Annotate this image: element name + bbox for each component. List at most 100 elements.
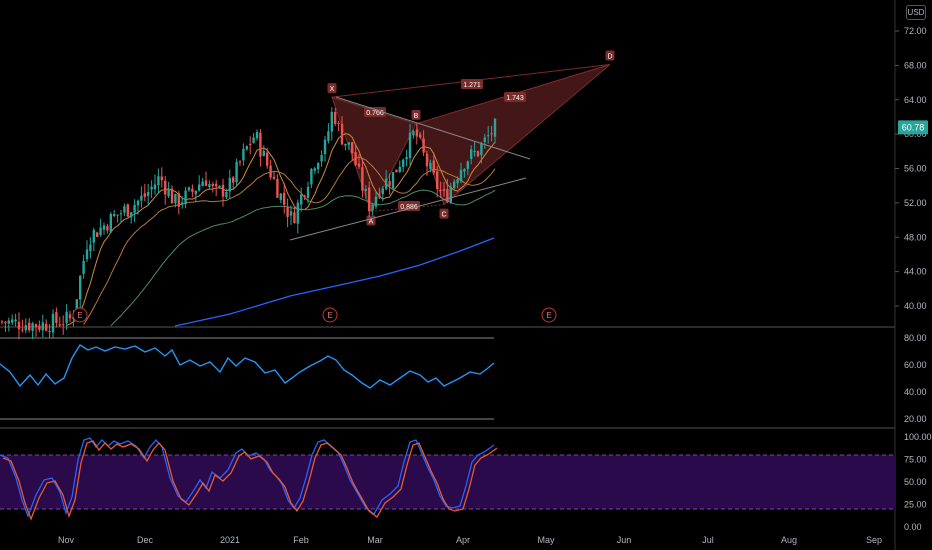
candle-body bbox=[456, 179, 459, 184]
pattern-ratio-label: 0.886 bbox=[400, 204, 418, 211]
pattern-ratio-box bbox=[398, 201, 420, 211]
candle-body bbox=[184, 190, 187, 205]
price-tick-label: 48.00 bbox=[904, 232, 927, 242]
candle-body bbox=[41, 322, 44, 331]
earnings-marker-label: E bbox=[77, 311, 82, 320]
candle-body bbox=[340, 123, 344, 145]
price-tick-label: 40.00 bbox=[904, 301, 927, 311]
candle-body bbox=[150, 186, 153, 190]
time-label: Mar bbox=[367, 535, 383, 545]
candle-body bbox=[381, 188, 384, 195]
candles bbox=[0, 107, 497, 340]
candle-body bbox=[147, 192, 150, 196]
earnings-marker bbox=[541, 307, 557, 323]
candle-body bbox=[0, 321, 4, 323]
candle-body bbox=[293, 212, 296, 223]
time-label: Nov bbox=[58, 535, 75, 545]
candle-body bbox=[351, 142, 354, 154]
candle-body bbox=[92, 230, 95, 243]
candle-body bbox=[361, 167, 364, 191]
price-tick-label: 44.00 bbox=[904, 267, 927, 277]
candle-body bbox=[398, 166, 401, 172]
rsi-tick-label: 40.00 bbox=[904, 387, 927, 397]
candle-body bbox=[306, 186, 310, 198]
candle-body bbox=[109, 213, 112, 233]
price-tick-label: 64.00 bbox=[904, 95, 927, 105]
candle-body bbox=[28, 322, 31, 331]
candle-body bbox=[449, 186, 452, 203]
rsi-series bbox=[0, 344, 495, 389]
earnings-marker-label: E bbox=[546, 311, 551, 320]
candle-body bbox=[170, 188, 174, 204]
candle-body bbox=[181, 202, 184, 205]
pattern-point-box bbox=[411, 109, 421, 120]
candle-body bbox=[289, 211, 293, 216]
stoch-k-series bbox=[0, 437, 495, 518]
candle-body bbox=[198, 184, 201, 191]
trend-lines[interactable] bbox=[289, 96, 531, 241]
candle-body bbox=[153, 184, 157, 190]
candle-body bbox=[439, 189, 442, 191]
price-tick-label: 56.00 bbox=[904, 164, 927, 174]
currency-badge[interactable]: USD bbox=[906, 5, 926, 20]
candle-body bbox=[419, 134, 422, 138]
candle-body bbox=[262, 150, 265, 156]
time-label: May bbox=[537, 535, 555, 545]
candle-body bbox=[487, 135, 490, 137]
candle-body bbox=[14, 319, 17, 322]
pattern-point-label: B bbox=[414, 113, 419, 120]
stoch-tick-label: 25.00 bbox=[904, 500, 927, 510]
candle-body bbox=[385, 178, 388, 190]
candle-body bbox=[34, 324, 38, 328]
stoch-tick-label: 100.00 bbox=[904, 432, 932, 442]
candle-body bbox=[58, 324, 61, 326]
candle-body bbox=[194, 190, 197, 195]
candle-body bbox=[167, 188, 170, 197]
candle-body bbox=[344, 143, 347, 146]
pattern-point-label: A bbox=[369, 218, 374, 225]
candle-body bbox=[45, 323, 48, 331]
candle-body bbox=[276, 178, 279, 198]
candle-body bbox=[201, 181, 204, 186]
candle-body bbox=[286, 207, 289, 217]
pattern-ratio-label: 1.271 bbox=[463, 82, 481, 89]
candle-body bbox=[269, 165, 272, 178]
support-line bbox=[289, 177, 527, 241]
candle-body bbox=[11, 319, 14, 323]
candle-body bbox=[136, 200, 140, 206]
stoch-tick-label: 0.00 bbox=[904, 522, 922, 532]
candle-body bbox=[347, 142, 350, 145]
candle-body bbox=[208, 183, 211, 187]
candle-body bbox=[215, 183, 218, 187]
candle-body bbox=[174, 193, 177, 204]
candle-body bbox=[116, 214, 119, 216]
candle-body bbox=[283, 192, 286, 205]
candle-body bbox=[143, 193, 146, 197]
price-tick-label: 52.00 bbox=[904, 198, 927, 208]
candle-body bbox=[89, 244, 92, 252]
candle-body bbox=[364, 188, 367, 191]
pattern-point-box bbox=[605, 50, 615, 61]
candle-body bbox=[272, 176, 276, 179]
candle-body bbox=[432, 160, 435, 173]
candle-body bbox=[96, 232, 99, 237]
harmonic-pattern[interactable]: X A B C D 0.766 0.886 1.271 1.743 bbox=[327, 50, 615, 226]
candle-body bbox=[408, 132, 412, 159]
candle-body bbox=[266, 152, 269, 166]
candle-body bbox=[245, 146, 248, 150]
candle-body bbox=[470, 149, 473, 159]
candle-body bbox=[221, 184, 225, 197]
pattern-point-label: D bbox=[607, 54, 612, 61]
pattern-point-label: C bbox=[441, 212, 446, 219]
candle-body bbox=[211, 184, 214, 187]
candle-body bbox=[65, 311, 68, 324]
candle-body bbox=[466, 161, 469, 170]
candle-body bbox=[279, 193, 282, 200]
candle-body bbox=[327, 131, 330, 141]
last-price-tag bbox=[898, 120, 928, 135]
candle-body bbox=[106, 226, 109, 231]
candle-body bbox=[38, 325, 41, 330]
candle-body bbox=[388, 181, 391, 186]
